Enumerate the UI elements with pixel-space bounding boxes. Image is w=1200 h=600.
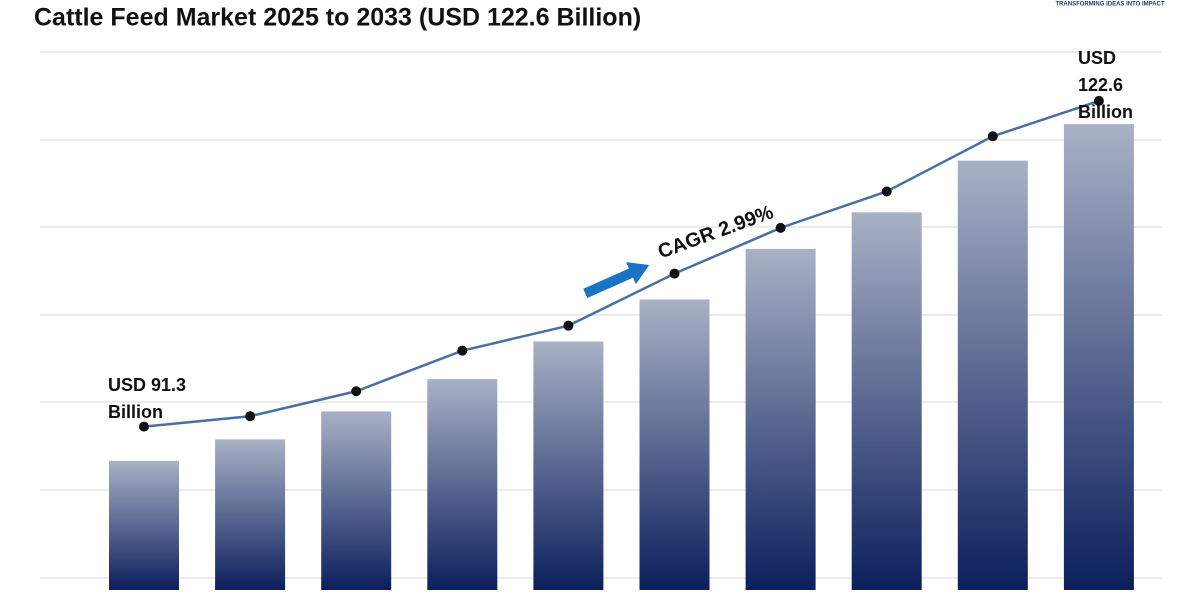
- start-label: USD 91.3: [108, 375, 186, 395]
- trend-dot: [775, 222, 786, 233]
- logo-tagline: TRANSFORMING IDEAS INTO IMPACT: [1055, 2, 1164, 8]
- chart-title: Cattle Feed Market 2025 to 2033 (USD 122…: [34, 4, 641, 32]
- trend-dot: [139, 421, 149, 432]
- arrow-head: [626, 262, 650, 285]
- trend-dot: [245, 411, 256, 422]
- bar: [639, 299, 710, 590]
- trend-dot: [351, 386, 362, 397]
- trend-dot: [457, 345, 468, 356]
- bar: [957, 160, 1028, 590]
- end-label: USD: [1078, 48, 1116, 68]
- trend-dot: [987, 131, 998, 142]
- bar: [321, 411, 392, 590]
- bar: [851, 212, 922, 590]
- bar: [1063, 124, 1134, 590]
- bar: [427, 379, 498, 590]
- trend-line: [143, 99, 1100, 428]
- arrow-shaft: [583, 267, 635, 299]
- end-label: Billion: [1078, 102, 1133, 122]
- bar: [215, 439, 286, 590]
- cagr-arrow: [583, 262, 650, 299]
- trend-dot: [563, 320, 574, 331]
- trend-dot: [1093, 95, 1104, 106]
- start-label: Billion: [108, 402, 163, 422]
- bar: [745, 248, 816, 590]
- bar: [533, 341, 604, 590]
- trend-dot: [669, 268, 680, 279]
- end-label: 122.6: [1078, 75, 1123, 95]
- trend-dot: [881, 186, 892, 197]
- bar: [109, 460, 179, 590]
